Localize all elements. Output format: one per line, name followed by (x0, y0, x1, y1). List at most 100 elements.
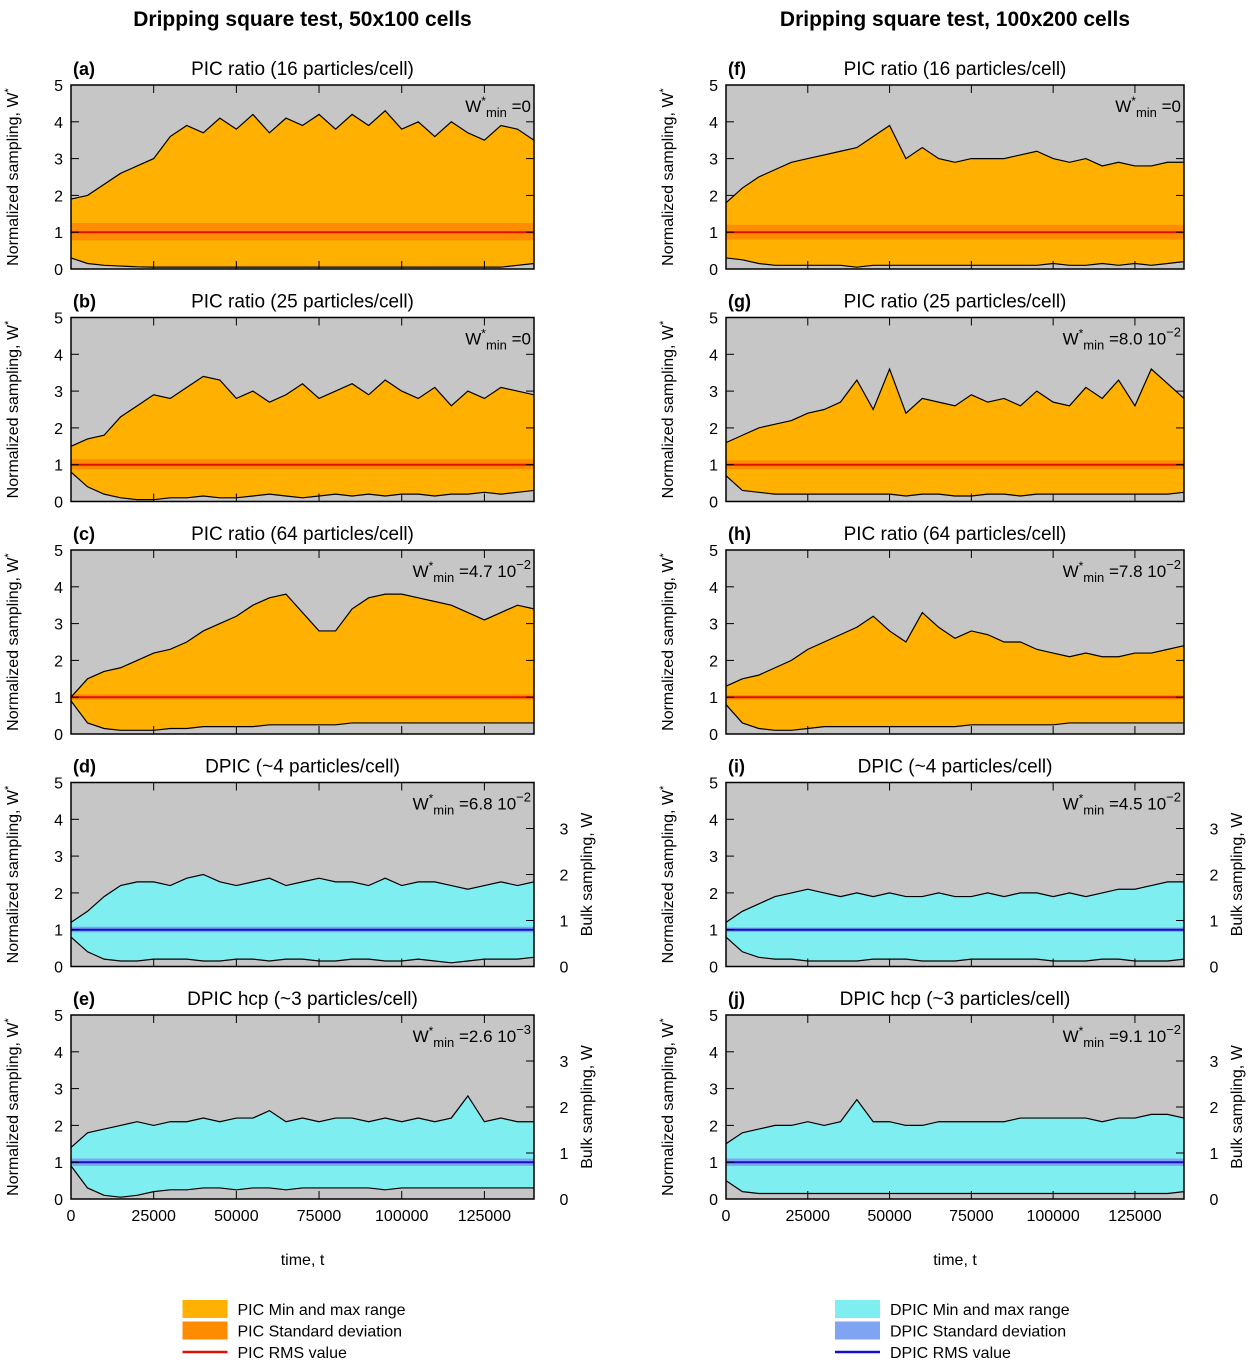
annotation-symbol: W (413, 1027, 429, 1046)
annotation-exp: −2 (1166, 557, 1181, 572)
y-tick-label: 2 (54, 886, 63, 903)
annotation-sub: min (433, 1035, 454, 1050)
y-tick-label: 2 (709, 1118, 718, 1135)
legend-label: PIC Standard deviation (238, 1324, 403, 1341)
annotation: W*min =0 (1115, 94, 1181, 120)
annotation-symbol: W (1063, 562, 1079, 581)
y-axis-label-sup: * (3, 1017, 15, 1022)
panel-label: (g) (728, 292, 751, 312)
legend-swatch (182, 1300, 228, 1318)
x-tick-label: 125000 (1108, 1208, 1161, 1225)
y2-tick-label: 2 (560, 868, 569, 885)
annotation-sup: * (481, 327, 486, 341)
plot-frame (70, 316, 535, 503)
y2-tick-label: 1 (1210, 914, 1219, 931)
y-tick-label: 5 (709, 1008, 718, 1025)
y2-tick-label: 2 (1210, 868, 1219, 885)
legend-label: DPIC Min and max range (890, 1302, 1070, 1319)
range-area (71, 874, 534, 963)
y-tick-label: 4 (54, 812, 63, 829)
y-axis-label: Normalized sampling, W* (3, 1017, 22, 1195)
y-tick-label: 0 (709, 495, 718, 512)
y-axis-label-text: Normalized sampling, W (5, 324, 22, 498)
annotation-sup: * (1079, 327, 1084, 341)
y-tick-label: 4 (54, 1045, 63, 1062)
annotation-text: =9.1 10 (1104, 1027, 1166, 1046)
y-tick-label: 1 (54, 690, 63, 707)
y2-tick-label: 1 (560, 1146, 569, 1163)
y2-axis-label: Bulk sampling, W (1229, 812, 1246, 936)
min-line (725, 704, 1184, 731)
panel-title: PIC ratio (64 particles/cell) (844, 524, 1067, 545)
y-axis-label-sup: * (658, 320, 670, 325)
legend-label: PIC Min and max range (238, 1302, 406, 1319)
annotation-sup: * (429, 559, 434, 573)
y2-tick-label: 3 (1210, 1054, 1219, 1071)
plot-frame (70, 84, 535, 270)
range-area (726, 1099, 1184, 1194)
y-tick-label: 4 (709, 347, 718, 364)
y-tick-label: 5 (709, 776, 718, 793)
panel-title: PIC ratio (64 particles/cell) (191, 524, 414, 545)
annotation-sup: * (1079, 559, 1084, 573)
annotation-exp: −3 (516, 1022, 531, 1037)
y-tick-label: 3 (54, 1082, 63, 1099)
y-axis-label: Normalized sampling, W* (658, 1017, 677, 1195)
panel-title: DPIC (~4 particles/cell) (858, 757, 1053, 778)
annotation: W*min =2.6 10−3 (413, 1022, 531, 1050)
legend-swatch (182, 1321, 228, 1340)
min-line (725, 475, 1185, 497)
annotation-symbol: W (1063, 330, 1079, 349)
annotation-sub: min (1083, 1035, 1104, 1050)
y-tick-label: 4 (54, 347, 63, 364)
panel-title: DPIC hcp (~3 particles/cell) (187, 989, 418, 1010)
y-axis-label-text: Normalized sampling, W (5, 789, 22, 963)
panel-title: PIC ratio (25 particles/cell) (844, 292, 1067, 313)
y-tick-label: 5 (709, 543, 718, 560)
annotation-sub: min (486, 105, 507, 120)
annotation-sup: * (429, 1024, 434, 1038)
y-tick-label: 0 (54, 1192, 63, 1209)
y-axis-label-text: Normalized sampling, W (660, 1022, 677, 1196)
max-line (725, 1098, 1185, 1145)
annotation-text: =2.6 10 (454, 1027, 516, 1046)
y-tick-label: 5 (54, 543, 63, 560)
annotation-symbol: W (413, 562, 429, 581)
y2-tick-label: 0 (1210, 1192, 1219, 1209)
panel-label: (d) (73, 757, 96, 777)
annotation-text: =4.5 10 (1104, 795, 1166, 814)
annotation-exp: −2 (516, 557, 531, 572)
plot-frame (725, 549, 1185, 735)
panel-title: PIC ratio (16 particles/cell) (844, 59, 1067, 80)
annotation-sub: min (433, 803, 454, 818)
y-tick-label: 0 (709, 960, 718, 977)
annotation-symbol: W (465, 97, 481, 116)
panel-label: (b) (73, 292, 96, 312)
y-axis-label-sup: * (658, 87, 670, 92)
y2-tick-label: 2 (1210, 1100, 1219, 1117)
range-area (726, 612, 1184, 731)
y-tick-label: 5 (54, 78, 63, 95)
y-axis-label-text: Normalized sampling, W (660, 92, 677, 266)
y-tick-label: 3 (54, 849, 63, 866)
y-axis-label-sup: * (3, 785, 15, 790)
y-tick-label: 5 (54, 776, 63, 793)
annotation-text: =8.0 10 (1104, 330, 1166, 349)
y-tick-label: 1 (54, 458, 63, 475)
x-tick-label: 0 (722, 1208, 731, 1225)
y-axis-label: Normalized sampling, W* (3, 785, 22, 963)
annotation-sup: * (1079, 792, 1084, 806)
plot-frame (70, 549, 535, 735)
y-tick-label: 4 (709, 580, 718, 597)
x-tick-label: 50000 (214, 1208, 259, 1225)
y-tick-label: 0 (709, 727, 718, 744)
annotation-symbol: W (1063, 795, 1079, 814)
y-axis-label: Normalized sampling, W* (3, 552, 22, 730)
legend-label: PIC RMS value (238, 1345, 347, 1362)
y2-tick-label: 3 (560, 1054, 569, 1071)
annotation-sup: * (1079, 1024, 1084, 1038)
y-tick-label: 2 (54, 653, 63, 670)
annotation-symbol: W (1115, 97, 1131, 116)
y-tick-label: 0 (709, 262, 718, 279)
max-line (725, 124, 1184, 204)
